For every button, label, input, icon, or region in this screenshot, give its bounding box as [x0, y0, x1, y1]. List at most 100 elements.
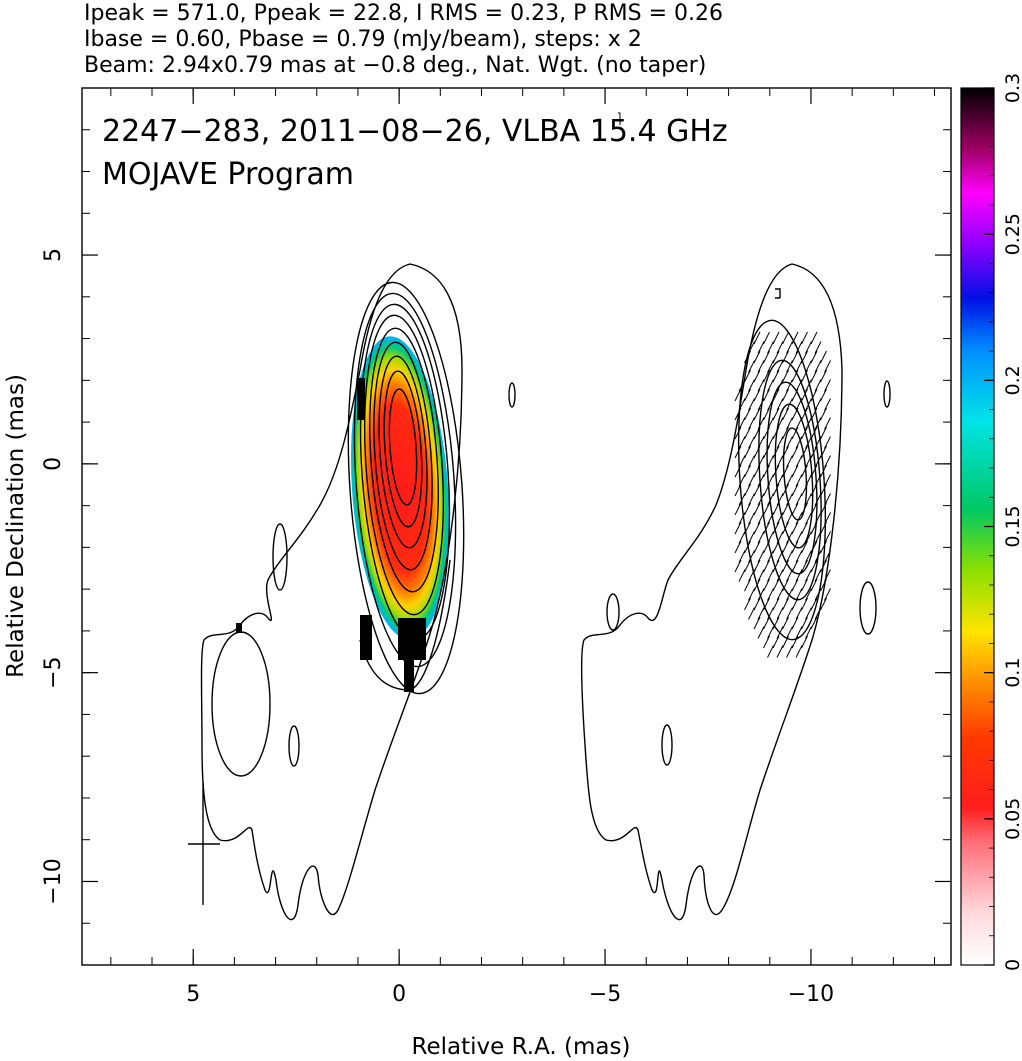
polarization-vector — [757, 455, 765, 468]
blob-p-1 — [661, 724, 673, 766]
polarization-vector — [805, 474, 812, 487]
polarization-vector — [801, 426, 808, 440]
polarization-vector — [810, 616, 818, 630]
polarization-vector — [782, 502, 789, 516]
polarization-vector — [814, 417, 822, 430]
polarization-vector — [734, 559, 742, 573]
polarization-vector — [753, 388, 761, 402]
polarization-vector — [814, 379, 822, 392]
polarization-vector — [801, 635, 808, 649]
polarization-vector — [767, 493, 774, 506]
polarization-vector — [753, 578, 761, 592]
polarization-vector — [782, 597, 789, 611]
polarization-vector — [795, 379, 803, 392]
polarization-vector — [786, 455, 793, 468]
colorbar-tick-label: 0.2 — [1002, 365, 1022, 395]
polarization-vector — [738, 474, 746, 487]
polarization-vector — [738, 512, 746, 525]
polarization-vector — [782, 445, 789, 459]
polarization-vector — [757, 474, 765, 487]
polarization-vector — [757, 417, 765, 430]
polarization-vector — [776, 569, 784, 582]
polarization-vector — [763, 540, 770, 554]
polarization-vector — [795, 474, 803, 487]
polarization-vector — [820, 483, 827, 497]
polarization-vector — [786, 417, 793, 430]
polarization-vector — [753, 616, 761, 630]
polarization-vector — [795, 417, 803, 430]
y-axis-label: Relative Declination (mas) — [3, 374, 29, 678]
polarization-vector — [810, 464, 818, 478]
polarization-vector — [805, 455, 812, 468]
polarization-vector — [795, 512, 803, 525]
polarization-vector — [748, 531, 755, 544]
polarization-vector — [763, 445, 770, 459]
polarization-vector — [757, 512, 765, 525]
polarization-vector — [748, 436, 755, 449]
polarization-vector — [767, 550, 774, 563]
polarization-vector — [738, 455, 746, 468]
polarization-vector — [824, 436, 831, 449]
polarization-vector — [805, 569, 812, 582]
polarization-vector — [748, 379, 755, 392]
polarization-vector — [801, 540, 808, 554]
polarization-vector — [786, 341, 793, 354]
polarization-vector — [763, 616, 770, 630]
polarization-vector — [824, 550, 831, 563]
polarization-vector — [820, 350, 827, 364]
polarization-vector — [805, 417, 812, 430]
polarization-vector — [757, 436, 765, 449]
x-tick-label: 5 — [186, 982, 200, 1007]
polarization-vector — [814, 550, 822, 563]
polarization-vector — [763, 369, 770, 383]
polarization-vector — [791, 616, 799, 630]
polarization-vector — [753, 597, 761, 611]
polarization-vector — [744, 540, 751, 554]
polarization-vector — [810, 483, 818, 497]
outer-contour-1 — [200, 263, 463, 921]
polarization-vector — [805, 436, 812, 449]
polarization-vector — [805, 398, 812, 411]
polarization-vector — [810, 521, 818, 535]
polarization-vector — [776, 341, 784, 354]
chart-subtitle: MOJAVE Program — [102, 157, 354, 192]
x-tick-label: 0 — [392, 982, 406, 1007]
blob-left-2 — [288, 725, 300, 767]
polarization-vector — [805, 379, 812, 392]
polarization-vector — [810, 369, 818, 383]
polarization-vector — [805, 360, 812, 373]
polarization-vector — [767, 531, 774, 544]
polarization-vector — [738, 398, 746, 411]
polarization-vector — [795, 360, 803, 373]
blob-left-3 — [272, 523, 288, 591]
polarization-vector — [776, 531, 784, 544]
polarization-vector — [763, 426, 770, 440]
polarization-vector — [738, 417, 746, 430]
polarization-vector — [776, 455, 784, 468]
polarization-vector — [763, 407, 770, 421]
colorbar-tick-label: 0 — [1002, 959, 1022, 971]
polarization-vector — [767, 360, 774, 373]
polarization-vector — [791, 350, 799, 364]
polarization-vector — [734, 521, 742, 535]
polarization-vector — [776, 474, 784, 487]
polarization-vector — [801, 483, 808, 497]
polarization-vector — [810, 445, 818, 459]
polarization-vector — [820, 502, 827, 516]
polarization-vector — [757, 607, 765, 620]
polarization-vector — [734, 388, 742, 402]
polarization-vector — [786, 398, 793, 411]
polarization-vector — [757, 341, 765, 354]
polarization-vector — [763, 578, 770, 592]
polarization-vector — [791, 559, 799, 573]
polarization-vector — [810, 597, 818, 611]
polarization-vector — [748, 493, 755, 506]
polarization-vector — [786, 607, 793, 620]
polarization-vector — [776, 550, 784, 563]
polarization-vector — [753, 407, 761, 421]
contour-1 — [347, 281, 465, 695]
polarization-vector — [801, 407, 808, 421]
polarization-vector — [814, 341, 822, 354]
polarization-vector — [820, 407, 827, 421]
